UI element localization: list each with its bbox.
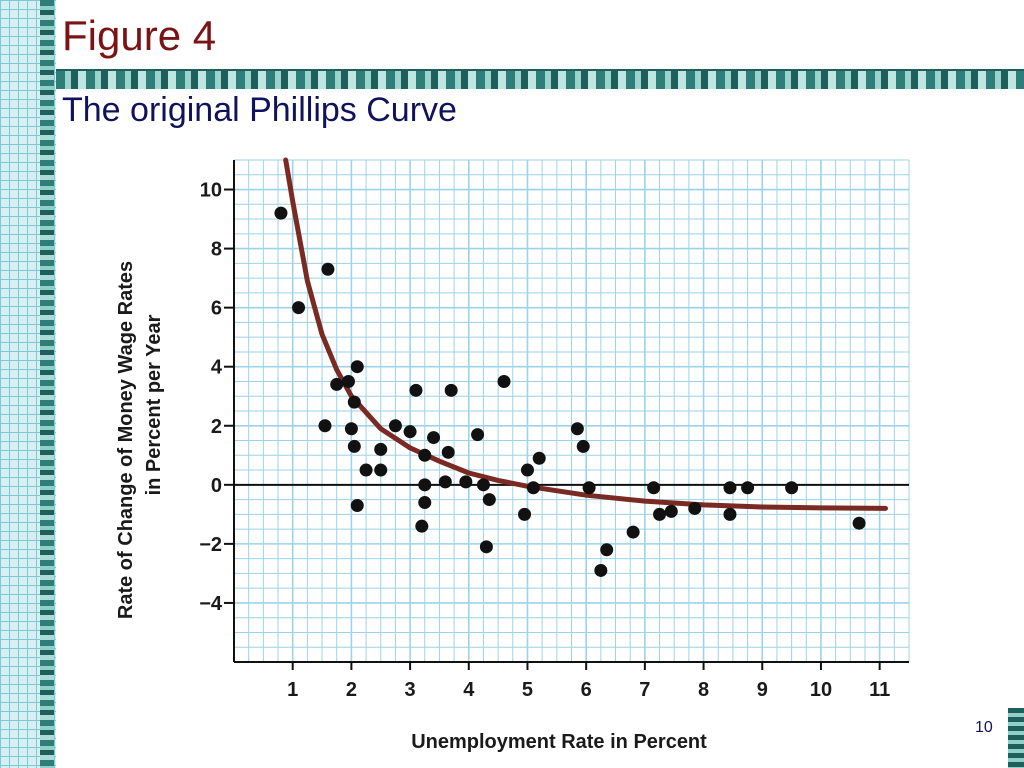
data-point: [347, 439, 361, 453]
data-point: [403, 425, 417, 439]
data-point: [723, 507, 737, 521]
data-point: [594, 563, 608, 577]
x-axis-title: Unemployment Rate in Percent: [411, 731, 707, 753]
data-point: [274, 206, 288, 220]
phillips-curve-chart: 1 2 3 4 5 6 7 8 9 10 11 10 8 6 4 2 0 −2 −4 Rate of Change …: [104, 150, 920, 768]
data-point: [688, 501, 702, 515]
x-tick-label: 3: [405, 679, 416, 701]
page-number: 10: [975, 719, 993, 736]
y-tick-label: 4: [211, 357, 223, 379]
data-point: [532, 451, 546, 465]
chart-labels: 1 2 3 4 5 6 7 8 9 10 11 10 8 6 4 2 0 −2 −4: [199, 180, 890, 701]
data-point: [444, 383, 458, 397]
data-point: [518, 507, 532, 521]
slide-title: Figure 4: [62, 12, 217, 59]
chart-canvas: 1 2 3 4 5 6 7 8 9 10 11 10 8 6 4 2 0 −2 −4 Rate of Change …: [115, 157, 910, 753]
y-tick-label: 6: [211, 298, 222, 320]
data-point: [582, 481, 596, 495]
data-point: [570, 422, 584, 436]
data-point: [459, 475, 473, 489]
data-point: [318, 419, 332, 433]
y-axis-title-line2: in Percent per Year: [143, 314, 165, 495]
data-point: [321, 262, 335, 276]
x-tick-label: 2: [346, 679, 357, 701]
data-point: [418, 448, 432, 462]
data-point: [388, 419, 402, 433]
title-decorative-rule: [56, 71, 1024, 89]
phillips-curve-line: [283, 157, 888, 511]
chart-grid: [233, 159, 910, 663]
data-point: [626, 525, 640, 539]
left-decorative-band: [40, 0, 54, 768]
y-tick-label: 2: [211, 416, 222, 438]
data-point: [479, 540, 493, 554]
data-point: [350, 360, 364, 374]
data-point: [438, 475, 452, 489]
data-point: [427, 431, 441, 445]
y-tick-label: −4: [199, 593, 223, 615]
title-rule-line: [56, 69, 1024, 71]
x-tick-label: 6: [581, 679, 592, 701]
data-point: [600, 543, 614, 557]
data-point: [415, 519, 429, 533]
data-point: [350, 498, 364, 512]
slide-subtitle: The original Phillips Curve: [62, 91, 457, 129]
data-point: [482, 493, 496, 507]
y-tick-label: 0: [211, 475, 222, 497]
data-point: [409, 383, 423, 397]
x-tick-label: 11: [869, 679, 890, 701]
data-point: [341, 374, 355, 388]
data-point: [664, 504, 678, 518]
x-tick-label: 10: [810, 679, 832, 701]
data-point: [374, 463, 388, 477]
data-point: [359, 463, 373, 477]
data-point: [785, 481, 799, 495]
x-tick-label: 8: [698, 679, 709, 701]
x-tick-label: 7: [639, 679, 650, 701]
y-tick-label: 10: [200, 180, 222, 202]
data-point: [374, 442, 388, 456]
data-point: [576, 439, 590, 453]
data-point: [344, 422, 358, 436]
corner-decoration: [1008, 708, 1024, 768]
data-point: [741, 481, 755, 495]
x-tick-label: 9: [757, 679, 768, 701]
data-point: [471, 428, 485, 442]
data-point: [418, 478, 432, 492]
y-tick-label: −2: [199, 534, 222, 556]
data-point: [852, 516, 866, 530]
data-point: [497, 374, 511, 388]
x-tick-label: 1: [287, 679, 298, 701]
data-point: [526, 481, 540, 495]
data-point: [292, 301, 306, 315]
data-point: [723, 481, 737, 495]
chart-curve-layer: [283, 157, 888, 511]
data-point: [520, 463, 534, 477]
x-tick-label: 5: [522, 679, 533, 701]
data-point: [653, 507, 667, 521]
y-axis-title-line1: Rate of Change of Money Wage Rates: [115, 261, 137, 619]
page-number-box: [964, 712, 1008, 752]
data-point: [418, 496, 432, 510]
chart-points-layer: [274, 206, 866, 577]
data-point: [441, 445, 455, 459]
data-point: [647, 481, 661, 495]
data-point: [476, 478, 490, 492]
y-tick-label: 8: [211, 239, 222, 261]
data-point: [347, 395, 361, 409]
data-point: [330, 377, 344, 391]
x-tick-label: 4: [463, 679, 475, 701]
